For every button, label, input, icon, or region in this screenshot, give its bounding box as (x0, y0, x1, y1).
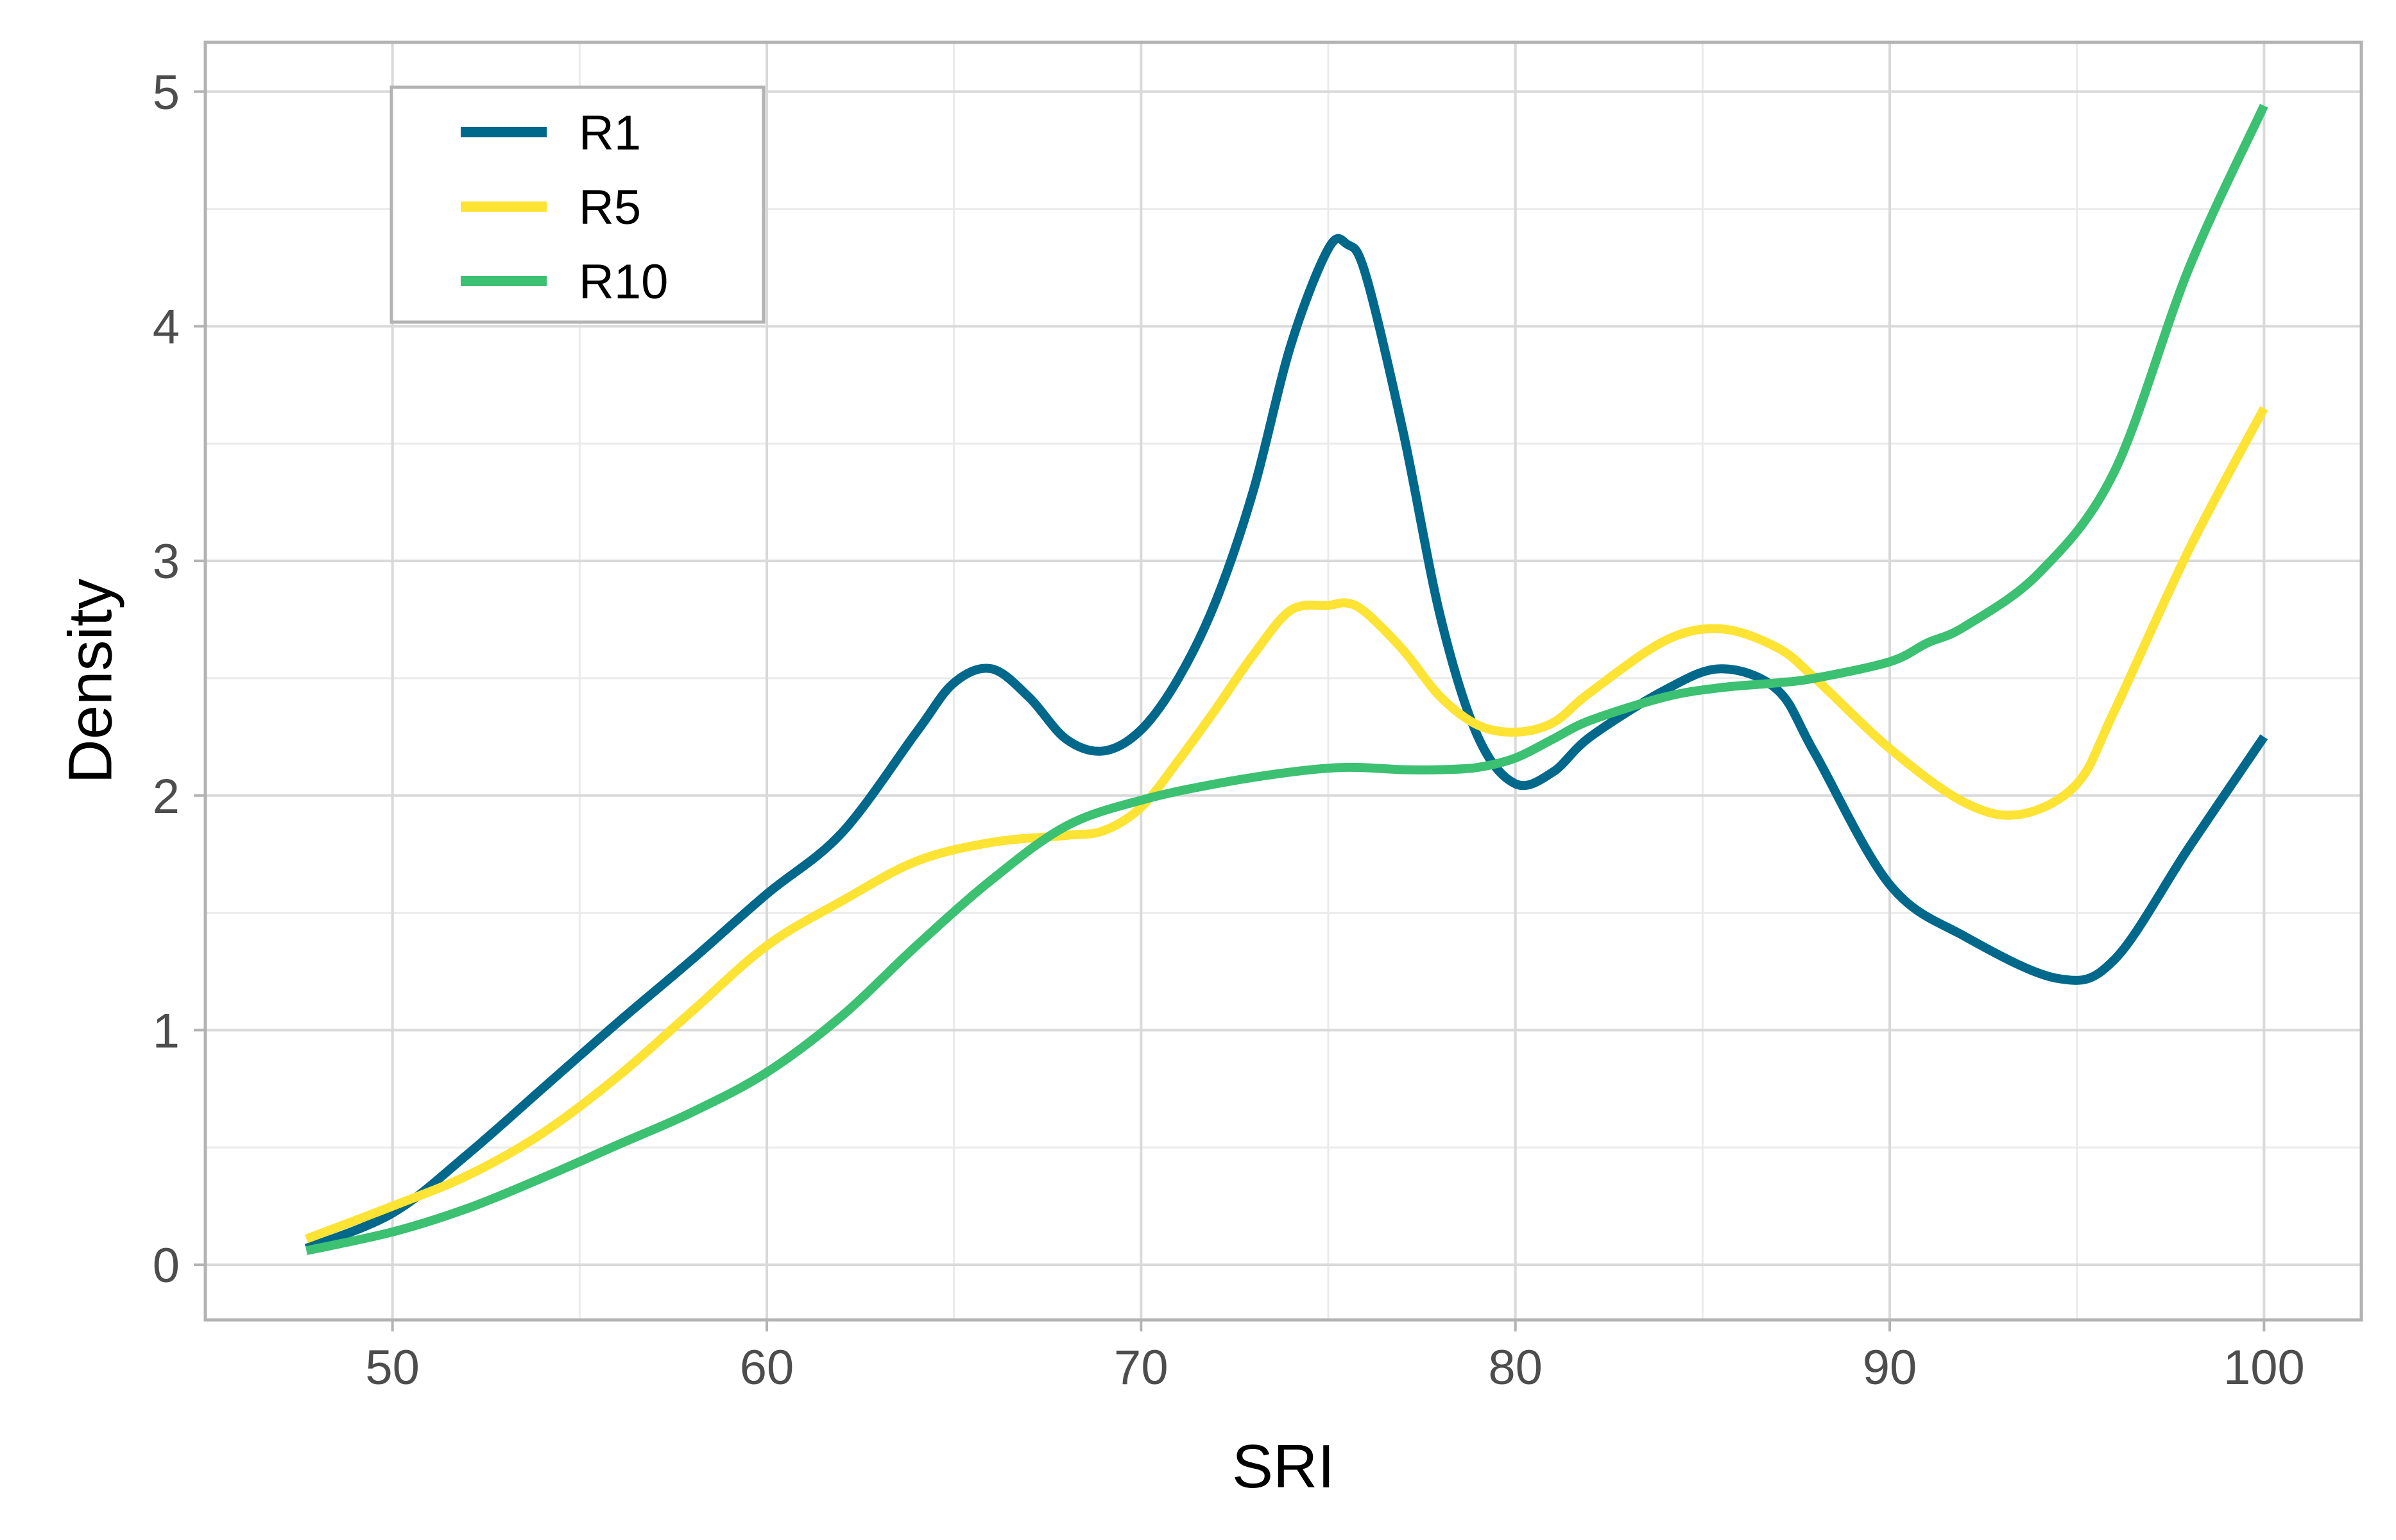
legend-label-r1: R1 (579, 106, 641, 160)
y-tick-label: 3 (153, 535, 180, 589)
series-lines (304, 103, 2268, 1255)
y-tick-label: 1 (153, 1004, 180, 1058)
series-line-r5 (305, 406, 2268, 1244)
plot-panel-border (203, 40, 2363, 1322)
y-tick-label: 5 (153, 65, 180, 120)
series-line-r1 (304, 234, 2268, 1253)
legend-label-r10: R10 (579, 255, 668, 309)
legend-label-r5: R5 (579, 180, 641, 235)
x-tick-label: 90 (1863, 1340, 1917, 1395)
y-tick-label: 4 (153, 300, 180, 354)
y-axis-title: Density (56, 578, 125, 783)
legend-box (389, 85, 766, 324)
x-tick-label: 80 (1488, 1340, 1543, 1395)
x-tick-label: 70 (1114, 1340, 1168, 1395)
axis-ticks: 50 60 70 80 90 100 0 1 2 3 4 5 (153, 65, 2305, 1395)
y-tick-label: 2 (153, 769, 180, 824)
y-tick-label: 0 (153, 1238, 180, 1293)
legend: R1 R5 R10 (389, 85, 766, 324)
x-axis-title: SRI (1232, 1432, 1335, 1501)
x-tick-label: 100 (2223, 1340, 2305, 1395)
x-tick-label: 60 (740, 1340, 794, 1395)
series-line-r10 (305, 103, 2268, 1255)
x-tick-label: 50 (365, 1340, 420, 1395)
